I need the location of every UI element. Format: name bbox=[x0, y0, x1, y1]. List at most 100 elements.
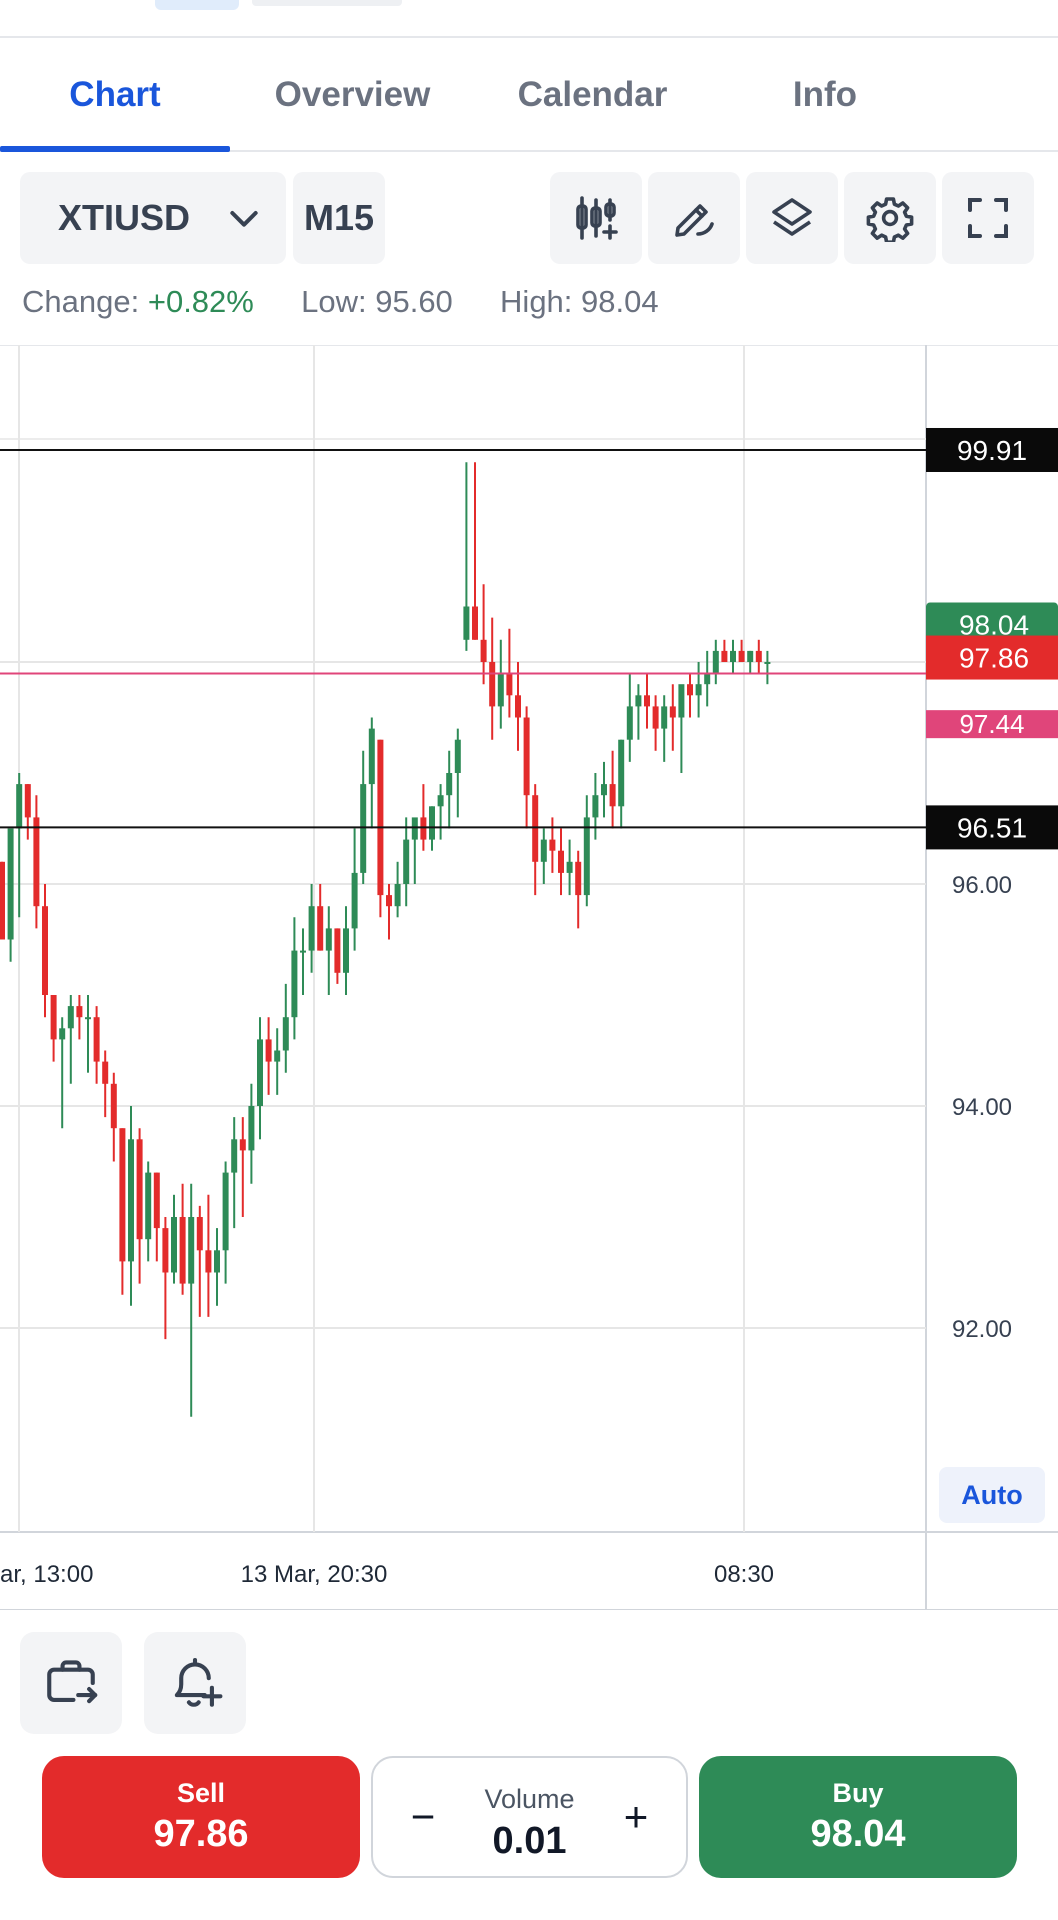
candle bbox=[437, 784, 444, 840]
candle-body bbox=[454, 739, 461, 773]
candle-body bbox=[282, 1017, 289, 1051]
tab-overview[interactable]: Overview bbox=[274, 75, 431, 114]
candle-body bbox=[480, 639, 487, 662]
candle bbox=[712, 639, 719, 685]
drawing-pen-icon bbox=[675, 204, 714, 237]
candle bbox=[76, 995, 83, 1040]
candle bbox=[85, 995, 91, 1073]
candle bbox=[196, 1205, 203, 1317]
candle-body bbox=[291, 950, 298, 1018]
settings-button[interactable] bbox=[844, 172, 936, 264]
candle-body bbox=[377, 739, 384, 896]
candle-body bbox=[540, 839, 547, 862]
price-tick-label: 92.00 bbox=[952, 1316, 1012, 1343]
symbol-label: XTIUSD bbox=[58, 197, 191, 238]
tab-calendar[interactable]: Calendar bbox=[517, 75, 668, 114]
positions-button[interactable] bbox=[20, 1632, 122, 1734]
candle-body bbox=[394, 884, 401, 907]
level-price-tag-label: 96.51 bbox=[957, 812, 1027, 843]
candle-body bbox=[214, 1250, 220, 1273]
candle-body bbox=[463, 606, 470, 640]
candle bbox=[257, 1017, 263, 1140]
candle bbox=[764, 650, 771, 685]
candle-body bbox=[583, 817, 590, 896]
candle bbox=[136, 1128, 143, 1284]
candle-body bbox=[669, 706, 676, 718]
candle-body bbox=[153, 1172, 160, 1229]
candle bbox=[446, 750, 453, 829]
candle bbox=[291, 917, 298, 1040]
candle bbox=[394, 861, 401, 918]
candle-body bbox=[738, 650, 745, 662]
sell-button[interactable]: Sell 97.86 bbox=[42, 1756, 360, 1878]
candle bbox=[317, 884, 324, 951]
candle bbox=[42, 884, 48, 1018]
candle bbox=[351, 828, 358, 951]
tab-info[interactable]: Info bbox=[792, 75, 858, 114]
volume-increase-button[interactable]: + bbox=[623, 1793, 649, 1840]
candle-body bbox=[721, 650, 728, 662]
candle-body bbox=[497, 673, 504, 707]
candle-body bbox=[231, 1139, 238, 1173]
candle bbox=[0, 861, 5, 940]
candle bbox=[24, 784, 31, 840]
symbol-selector[interactable]: XTIUSD bbox=[20, 172, 286, 264]
candle-body bbox=[747, 650, 754, 662]
candle bbox=[454, 728, 461, 818]
candle bbox=[635, 684, 642, 740]
candle bbox=[730, 639, 736, 674]
candle-body bbox=[695, 684, 702, 696]
candle bbox=[601, 761, 607, 818]
price-stats: Change: +0.82% Low: 95.60 High: 98.04 bbox=[22, 284, 659, 320]
candle-body bbox=[532, 795, 539, 862]
drawing-button[interactable] bbox=[648, 172, 740, 264]
candle bbox=[721, 639, 728, 662]
volume-input[interactable]: 0.01 bbox=[492, 1820, 567, 1862]
indicators-button[interactable] bbox=[550, 172, 642, 264]
candle-body bbox=[128, 1139, 134, 1262]
candle bbox=[669, 684, 676, 751]
candle bbox=[231, 1117, 238, 1229]
candle-body bbox=[437, 795, 444, 807]
candle-body bbox=[652, 706, 659, 729]
candle bbox=[214, 1228, 220, 1306]
candle bbox=[282, 983, 289, 1073]
cursor-price-tag-label: 97.44 bbox=[959, 709, 1024, 739]
price-alert-button[interactable] bbox=[144, 1632, 246, 1734]
buy-button[interactable]: Buy 98.04 bbox=[699, 1756, 1017, 1878]
candle-body bbox=[558, 850, 564, 873]
auto-scale-button[interactable]: Auto bbox=[939, 1467, 1045, 1523]
candle bbox=[300, 928, 306, 995]
candle-body bbox=[601, 784, 607, 796]
level-price-tag-label: 99.91 bbox=[957, 435, 1027, 466]
candle-body bbox=[239, 1139, 246, 1151]
time-tick-label: 13 Mar, 20:30 bbox=[241, 1561, 388, 1588]
chevron-down-icon bbox=[230, 211, 258, 227]
candle bbox=[343, 906, 349, 995]
candle-body bbox=[343, 928, 349, 973]
candle-body bbox=[110, 1083, 117, 1129]
candle-body bbox=[635, 695, 642, 707]
candle-body bbox=[317, 906, 324, 951]
level-price-tag: 99.91 bbox=[926, 427, 1058, 472]
candle bbox=[644, 673, 650, 729]
candle-body bbox=[368, 728, 375, 785]
candle-body bbox=[609, 784, 616, 807]
candle-body bbox=[549, 839, 556, 851]
candle bbox=[558, 828, 564, 896]
candle bbox=[248, 1083, 255, 1184]
candle-body bbox=[592, 795, 599, 818]
candle bbox=[747, 650, 754, 674]
timeframe-button[interactable]: M15 bbox=[293, 172, 385, 264]
time-tick-label: 08:30 bbox=[714, 1561, 774, 1588]
candle bbox=[50, 995, 57, 1062]
layers-button[interactable] bbox=[746, 172, 838, 264]
fullscreen-button[interactable] bbox=[942, 172, 1034, 264]
candle-body bbox=[626, 706, 633, 740]
tab-chart[interactable]: Chart bbox=[0, 40, 230, 152]
volume-decrease-button[interactable]: − bbox=[410, 1793, 436, 1840]
candle-body bbox=[119, 1128, 126, 1262]
candle bbox=[239, 1117, 246, 1217]
